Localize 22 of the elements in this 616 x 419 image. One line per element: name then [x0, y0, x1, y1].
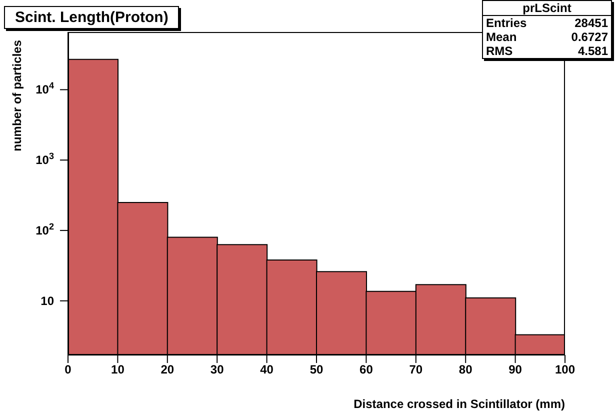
- text: prLScint: [483, 1, 611, 16]
- y-tick-label: 10$^{3}$: [36, 151, 54, 168]
- x-tick-label: 80: [458, 362, 473, 377]
- text: Entries 28451: [486, 16, 608, 30]
- y-axis-title: number of particles: [10, 40, 24, 154]
- text: Mean 0.6727: [486, 30, 608, 44]
- x-tick-label: 10: [111, 362, 125, 377]
- x-tick-label: 70: [409, 362, 423, 377]
- x-axis-title: Distance crossed in Scintillator (mm): [354, 397, 565, 411]
- y-tick-label: 10: [40, 294, 54, 308]
- x-tick-label: 50: [310, 362, 324, 377]
- y-tick-label: 10$^{4}$: [36, 80, 54, 97]
- x-tick-label: 90: [508, 362, 522, 377]
- text: RMS 4.581: [486, 44, 608, 58]
- x-tick-label: 20: [160, 362, 174, 377]
- x-tick-label: 60: [360, 362, 374, 377]
- x-tick-label: 0: [64, 362, 72, 377]
- x-tick-label: 40: [260, 362, 274, 377]
- x-tick-label: 100: [554, 362, 576, 377]
- chart-title: Scint. Length(Proton): [4, 6, 180, 29]
- x-tick-label: 30: [210, 362, 224, 377]
- y-tick-label: 10$^{2}$: [36, 221, 54, 238]
